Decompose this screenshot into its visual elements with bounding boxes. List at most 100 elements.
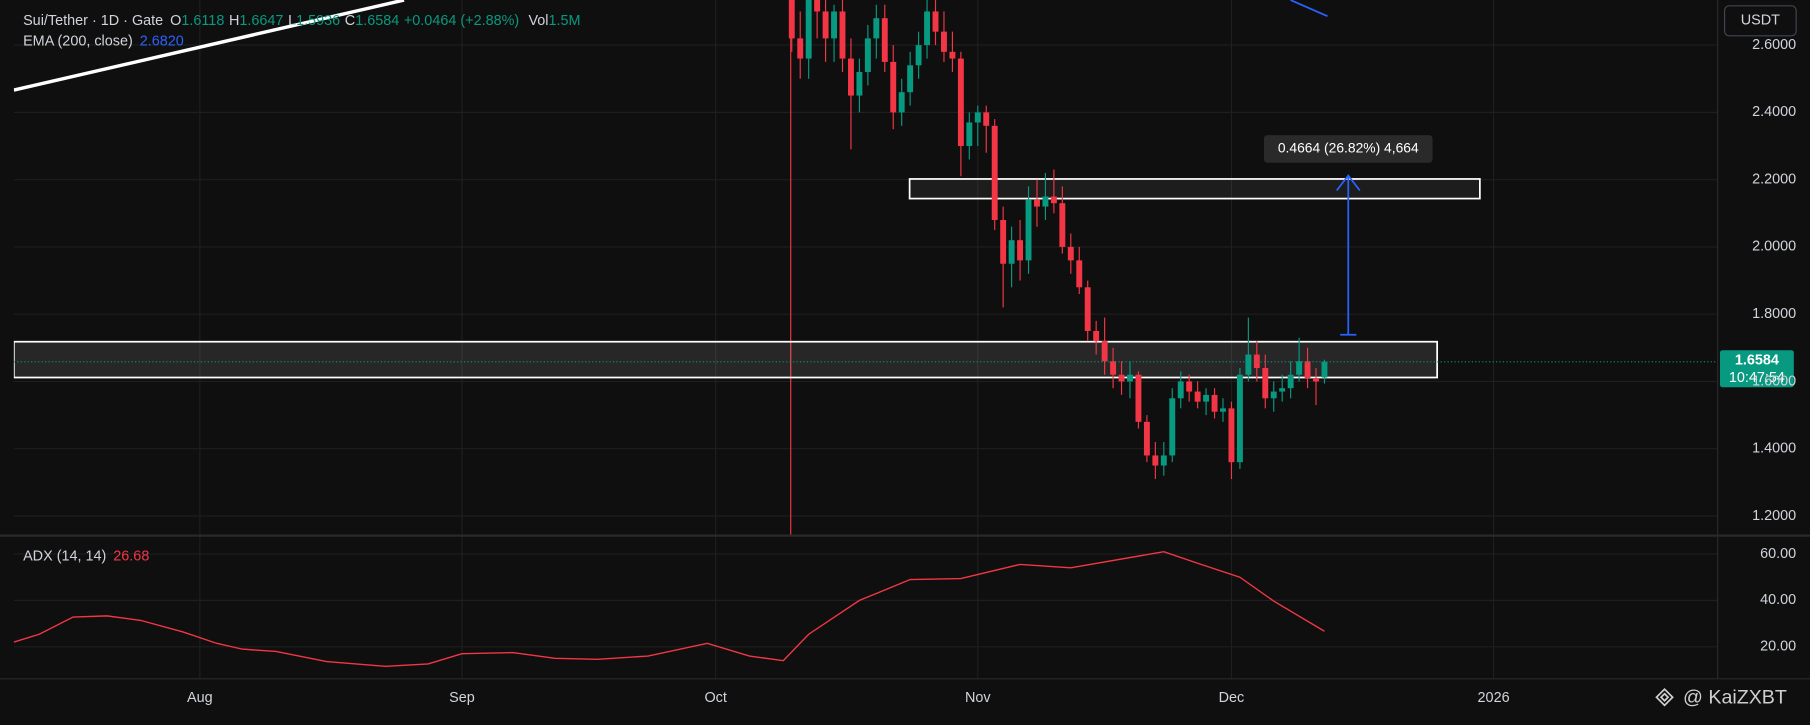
candle-body — [966, 122, 973, 147]
candle-body — [932, 11, 939, 32]
open: 1.6118 — [181, 13, 224, 29]
candle-body — [1220, 408, 1226, 412]
candle-body — [873, 18, 880, 39]
currency[interactable]: USDT — [1741, 13, 1780, 29]
candle-body — [1008, 240, 1015, 264]
candle-body — [1067, 246, 1074, 261]
candle-body — [907, 65, 914, 93]
candle-body — [1245, 354, 1252, 375]
l-label: L — [288, 13, 296, 29]
candle-body — [805, 0, 812, 59]
symbol: Sui/Tether · 1D · Gate — [23, 13, 163, 29]
candle-body — [839, 11, 846, 59]
candle-body — [983, 112, 990, 126]
watermark: @ KaiZXBT — [1655, 687, 1787, 709]
candles — [13, 0, 1718, 479]
adx-pane — [13, 550, 1325, 668]
candle-body — [864, 38, 871, 73]
candle-body — [974, 112, 981, 123]
x-tick-label: Nov — [965, 690, 991, 706]
watermark-text: @ KaiZXBT — [1683, 687, 1787, 709]
price-label: 1.6584 10:47:54 — [1719, 350, 1794, 388]
c-label: C — [345, 13, 355, 29]
high: 1.6647 — [239, 13, 283, 29]
x-tick-label: Sep — [449, 690, 475, 706]
candle-body — [1084, 287, 1091, 332]
y-tick-label: 60.00 — [1760, 546, 1796, 562]
currency-button[interactable] — [1724, 5, 1797, 37]
adx-line — [13, 550, 1325, 668]
candle-body — [890, 61, 897, 113]
countdown-text: 10:47:54 — [1729, 370, 1785, 386]
h-label: H — [229, 13, 239, 29]
candle-body — [1025, 199, 1032, 261]
volume: 1.5M — [548, 13, 580, 29]
y-tick-label: 1.2000 — [1752, 508, 1796, 524]
candle-body — [1143, 421, 1150, 456]
ohlc-legend: Sui/Tether · 1D · Gate O1.6118 H1.6647 L1.5… — [23, 13, 580, 29]
adx-value: 26.68 — [113, 548, 149, 564]
candle-body — [847, 58, 854, 96]
candle-body — [1228, 408, 1235, 463]
candle-body — [1050, 196, 1057, 204]
candle-body — [1101, 341, 1108, 362]
candle-body — [1262, 368, 1269, 399]
change: +0.0464 (+2.88%) — [404, 13, 519, 29]
candle-body — [822, 11, 829, 39]
candle-body — [1034, 199, 1040, 207]
candle-body — [1177, 381, 1184, 399]
measure-text: 0.4664 (26.82%) 4,664 — [1278, 140, 1419, 156]
adx-legend: ADX (14, 14) 26.68 — [23, 548, 149, 564]
ema-label: EMA (200, close) — [23, 33, 133, 49]
candle-body — [1059, 203, 1066, 247]
candle-body — [1135, 374, 1142, 422]
y-tick-label: 2.2000 — [1752, 171, 1796, 187]
close: 1.6584 — [355, 13, 399, 29]
candle-body — [1304, 361, 1311, 379]
candle-body — [1253, 354, 1260, 369]
vol-label: Vol — [528, 13, 548, 29]
watermark-icon — [1655, 687, 1674, 707]
candle-body — [797, 38, 804, 59]
y-tick-label: 1.6000 — [1752, 373, 1796, 389]
candle-body — [1287, 374, 1294, 389]
support-zone[interactable] — [13, 340, 1439, 379]
candle-body — [991, 125, 998, 221]
candle-body — [856, 72, 863, 96]
y-tick-label: 2.6000 — [1752, 37, 1796, 53]
candle-body — [924, 11, 931, 46]
trend-line — [13, 0, 405, 92]
x-tick-label: Aug — [187, 690, 213, 706]
candle-body — [1296, 361, 1303, 375]
low: 1.5936 — [296, 13, 340, 29]
y-tick-label: 2.0000 — [1752, 239, 1796, 255]
candle-body — [949, 51, 956, 59]
price-box — [1719, 350, 1794, 388]
x-tick-label: 2026 — [1478, 690, 1510, 706]
measure-arrowhead — [1336, 174, 1361, 192]
candle-body — [1076, 260, 1083, 288]
resistance-zone[interactable] — [908, 178, 1481, 200]
candle-body — [1000, 220, 1007, 264]
candle-body — [1118, 374, 1125, 382]
candle-body — [831, 11, 838, 39]
y-tick-label: 20.00 — [1760, 639, 1796, 655]
candle-body — [1236, 374, 1243, 463]
candle-body — [1160, 455, 1167, 466]
ema-line — [1290, 0, 1328, 17]
candle-body — [1211, 394, 1218, 412]
y-tick-label: 1.4000 — [1752, 441, 1796, 457]
y-tick-label: 1.8000 — [1752, 306, 1796, 322]
candle-body — [814, 0, 821, 12]
candle-body — [1093, 331, 1100, 342]
measure-tooltip — [1263, 135, 1433, 163]
candle-body — [1270, 391, 1277, 399]
candle-body — [1186, 381, 1193, 392]
candle-body — [898, 92, 905, 113]
o-label: O — [170, 13, 181, 29]
x-tick-label: Dec — [1219, 690, 1245, 706]
ema-legend: EMA (200, close) 2.6820 — [23, 33, 184, 49]
y-tick-label: 2.4000 — [1752, 104, 1796, 120]
adx-label: ADX (14, 14) — [23, 548, 106, 564]
